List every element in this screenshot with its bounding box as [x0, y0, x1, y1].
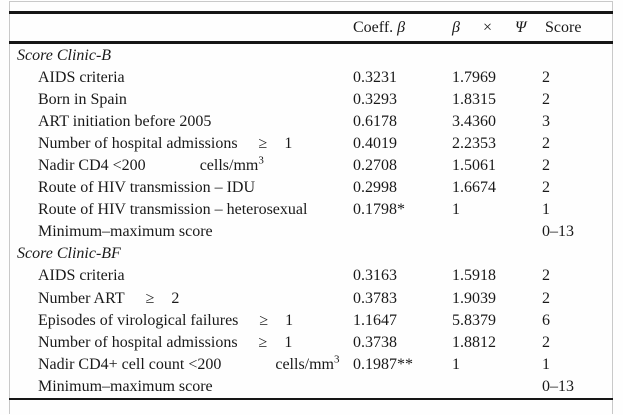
beta-symbol: β [397, 19, 406, 36]
score-cell: 2 [542, 69, 550, 87]
beta-psi-cell: 1.8315 [452, 91, 496, 109]
score-cell: 2 [542, 91, 550, 109]
coeff-cell: 0.6178 [353, 113, 397, 131]
beta-psi-cell: 1 [452, 201, 460, 219]
coeff-cell: 0.3231 [353, 69, 397, 87]
ge-symbol: ≥ [258, 333, 268, 351]
score-cell: 2 [542, 333, 550, 351]
ge-symbol: ≥ [259, 311, 269, 329]
coeff-cell: 0.2708 [353, 157, 397, 175]
row-label: Nadir CD4 <200 cells/mm3 [38, 154, 264, 175]
beta-psi-cell: 5.8379 [452, 311, 496, 329]
score-cell: 2 [542, 135, 550, 153]
row-label: Route of HIV transmission – heterosexual [38, 201, 308, 219]
ge-symbol: ≥ [258, 135, 268, 153]
beta-psi-cell: 1.5061 [452, 157, 496, 175]
table-row: Minimum–maximum score 0–13 [0, 376, 623, 398]
row-label: Episodes of virological failures ≥1 [38, 311, 294, 329]
psi-symbol: Ψ [515, 19, 527, 36]
row-label: Nadir CD4+ cell count <200 cells/mm3 [38, 353, 340, 373]
row-label: Route of HIV transmission – IDU [38, 179, 256, 197]
row-label: Number ART ≥2 [38, 289, 180, 307]
row-label: AIDS criteria [38, 267, 125, 285]
beta-psi-cell: 1 [452, 355, 460, 373]
coeff-cell: 1.1647 [353, 311, 397, 329]
score-cell: 0–13 [542, 377, 574, 395]
table-row: Number of hospital admissions ≥1 0.4019 2… [0, 133, 623, 155]
table-rule-header [9, 41, 613, 44]
table-row: ART initiation before 2005 0.6178 3.4360… [0, 111, 623, 133]
scan-border [9, 1, 613, 414]
col-header-score: Score [545, 19, 582, 36]
section-label: Score Clinic-BF [17, 245, 121, 263]
row-label: Born in Spain [38, 91, 127, 109]
score-cell: 2 [542, 157, 550, 175]
score-cell: 1 [542, 355, 550, 373]
table-row: Born in Spain 0.3293 1.8315 2 [0, 89, 623, 111]
table-rule-bottom [9, 398, 613, 400]
score-cell: 2 [542, 267, 550, 285]
table-row: Nadir CD4 <200 cells/mm3 0.2708 1.5061 2 [0, 155, 623, 177]
score-cell: 2 [542, 289, 550, 307]
table-row: Minimum–maximum score 0–13 [0, 221, 623, 243]
beta-psi-cell: 3.4360 [452, 113, 496, 131]
beta-psi-cell: 2.2353 [452, 135, 496, 153]
col-header-beta: β [452, 19, 460, 36]
score-cell: 1 [542, 201, 550, 219]
score-cell: 3 [542, 113, 550, 131]
table-row: AIDS criteria 0.3231 1.7969 2 [0, 67, 623, 89]
row-label: Minimum–maximum score [38, 223, 213, 241]
ge-symbol: ≥ [145, 289, 155, 307]
coeff-cell: 0.4019 [353, 135, 397, 153]
coeff-label: Coeff. [353, 19, 394, 36]
coeff-cell: 0.1987** [353, 355, 413, 373]
coeff-cell: 0.3163 [353, 267, 397, 285]
coeff-cell: 0.3293 [353, 91, 397, 109]
coeff-cell: 0.2998 [353, 179, 397, 197]
row-label: Number of hospital admissions ≥1 [38, 333, 293, 351]
table-row: Number ART ≥2 0.3783 1.9039 2 [0, 288, 623, 310]
times-symbol: × [483, 19, 493, 36]
section-label: Score Clinic-B [17, 47, 112, 64]
coeff-cell: 0.1798* [353, 201, 405, 219]
score-cell: 2 [542, 179, 550, 197]
beta-psi-cell: 1.9039 [452, 289, 496, 307]
score-cell: 0–13 [542, 223, 574, 241]
row-label: Number of hospital admissions ≥1 [38, 135, 293, 153]
col-header-coeff-beta: Coeff. β [353, 17, 405, 39]
table-header-row: Coeff. β β × Ψ Score [0, 17, 623, 39]
table-row: AIDS criteria 0.3163 1.5918 2 [0, 265, 623, 287]
table-row: Nadir CD4+ cell count <200 cells/mm3 0.19… [0, 354, 623, 376]
beta-psi-cell: 1.7969 [452, 69, 496, 87]
section-row-clinic-b: Score Clinic-B [0, 45, 623, 67]
table-body: Score Clinic-B AIDS criteria 0.3231 1.79… [0, 45, 623, 398]
row-label: ART initiation before 2005 [38, 113, 212, 131]
beta-psi-cell: 1.6674 [452, 179, 496, 197]
table-row: Route of HIV transmission – heterosexual… [0, 199, 623, 221]
section-row-clinic-bf: Score Clinic-BF [0, 243, 623, 265]
row-label: AIDS criteria [38, 69, 125, 87]
row-label: Minimum–maximum score [38, 377, 213, 395]
coeff-cell: 0.3738 [353, 333, 397, 351]
table-row: Episodes of virological failures ≥1 1.164… [0, 310, 623, 332]
beta-psi-cell: 1.8812 [452, 333, 496, 351]
table-rule-top [9, 11, 613, 14]
table-row: Route of HIV transmission – IDU 0.2998 1… [0, 177, 623, 199]
beta-psi-cell: 1.5918 [452, 267, 496, 285]
score-cell: 6 [542, 311, 550, 329]
coeff-cell: 0.3783 [353, 289, 397, 307]
table-row: Number of hospital admissions ≥1 0.3738 1… [0, 332, 623, 354]
